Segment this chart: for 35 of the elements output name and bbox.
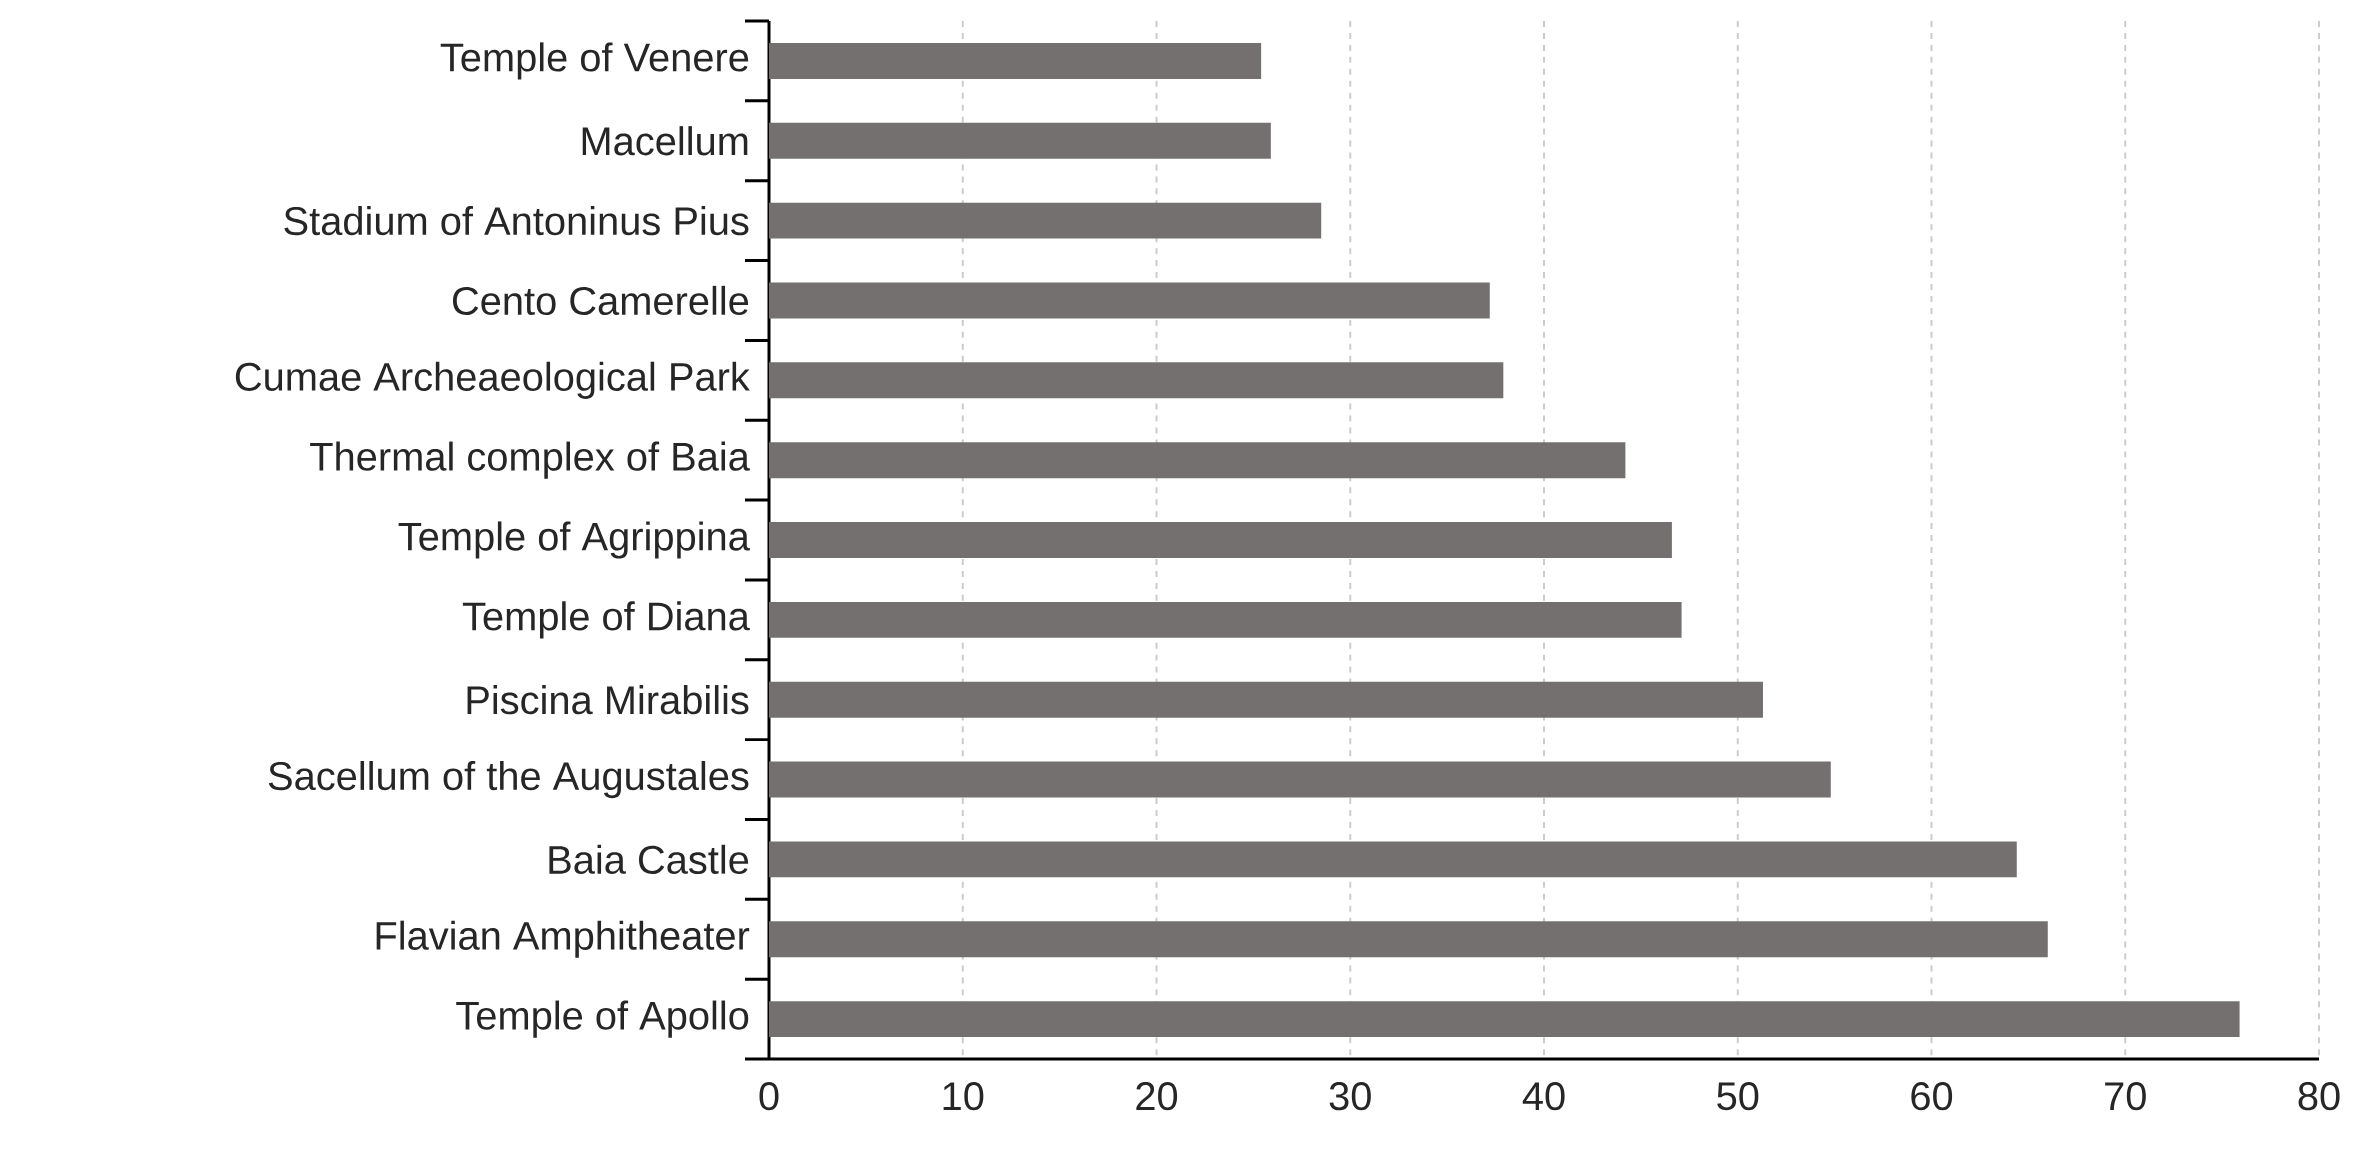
bar	[769, 841, 2017, 878]
x-tick-label: 0	[759, 1082, 779, 1111]
x-tick-label: 50	[1717, 1082, 1759, 1111]
x-tick-label: 20	[1136, 1082, 1178, 1111]
y-tick-label: Thermal complex of Baia	[310, 441, 750, 479]
bar	[769, 442, 1626, 479]
bar	[769, 362, 1504, 399]
y-tick-label: Baia Castle	[549, 844, 749, 875]
y-tick-label: Piscina Mirabilis	[467, 685, 749, 715]
bar	[769, 601, 1682, 638]
bar	[769, 681, 1763, 718]
y-tick-label: Cumae Archeaeological Park	[235, 361, 750, 399]
bar	[769, 122, 1271, 159]
x-tick-label: 40	[1522, 1082, 1565, 1111]
bar	[769, 761, 1831, 798]
y-tick-label: Temple of Agrippina	[398, 521, 750, 559]
y-tick-label: Stadium of Antoninus Pius	[284, 205, 749, 236]
bar	[769, 202, 1322, 239]
y-tick-label: Flavian Amphitheater	[376, 920, 750, 958]
y-tick-label: Cento Camerelle	[452, 285, 749, 316]
bar	[769, 1001, 2240, 1038]
bar	[769, 921, 2048, 958]
x-tick-label: 60	[1911, 1082, 1953, 1111]
y-tick-label: Temple of Venere	[440, 42, 749, 80]
bar	[769, 522, 1672, 558]
y-tick-label: Temple of Apollo	[456, 1000, 749, 1038]
x-tick-label: 70	[2105, 1082, 2146, 1111]
y-tick-label: Sacellum of the Augustales	[268, 760, 749, 799]
x-tick-label: 10	[943, 1082, 984, 1111]
bar	[769, 282, 1490, 319]
y-tick-label: Macellum	[582, 126, 748, 156]
x-tick-label: 80	[2298, 1082, 2340, 1111]
x-tick-label: 30	[1329, 1082, 1371, 1111]
y-tick-label: Temple of Diana	[462, 601, 750, 639]
bar	[769, 42, 1262, 79]
